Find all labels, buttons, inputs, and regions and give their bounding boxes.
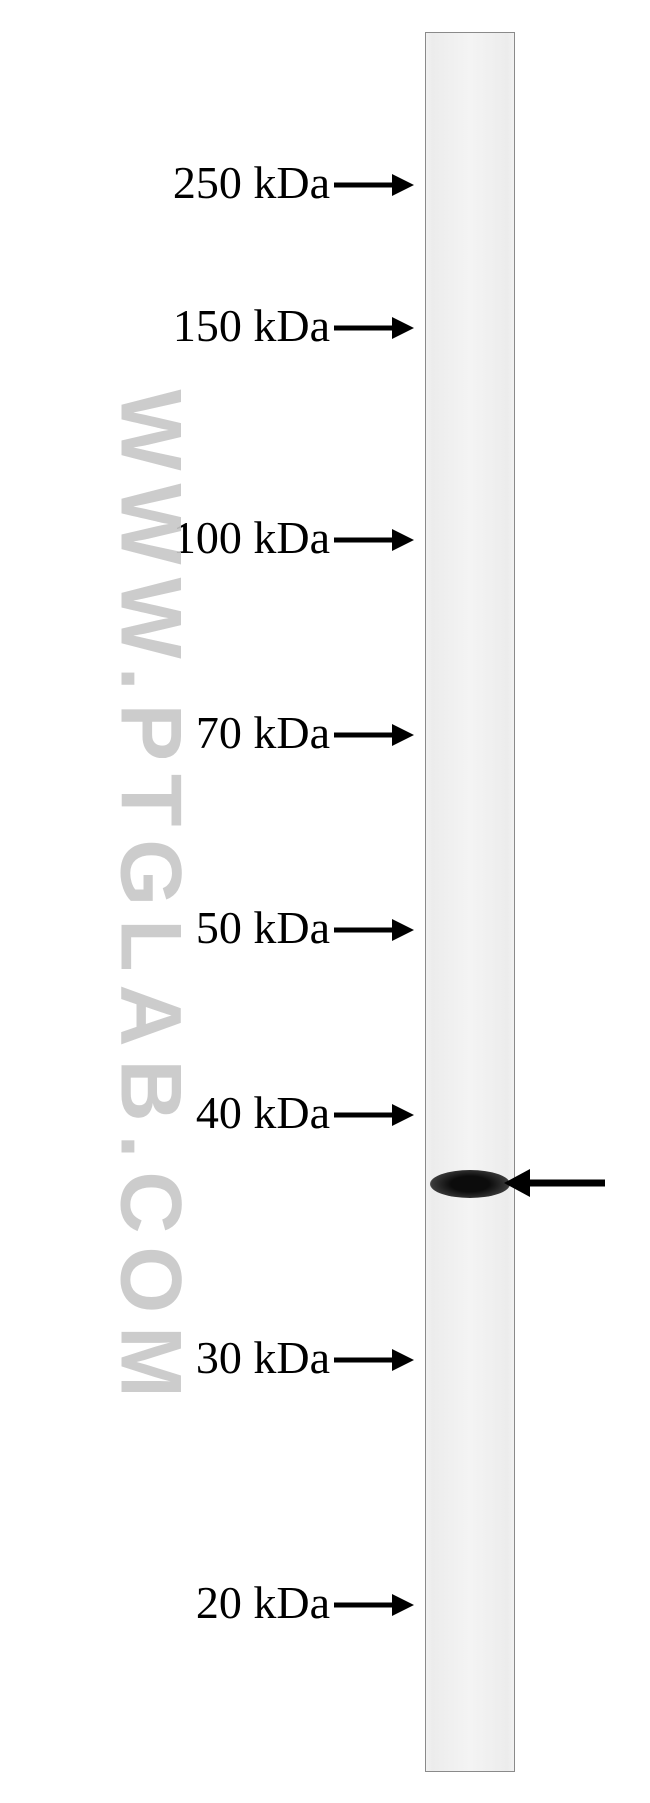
mw-arrow-icon: [332, 915, 418, 945]
mw-arrow-icon: [332, 1345, 418, 1375]
mw-label: 40 kDa: [196, 1086, 330, 1139]
mw-arrow-icon: [332, 525, 418, 555]
mw-label: 100 kDa: [173, 511, 330, 564]
mw-arrow-icon: [332, 720, 418, 750]
protein-band: [430, 1170, 510, 1198]
mw-label: 30 kDa: [196, 1331, 330, 1384]
mw-arrow-icon: [332, 170, 418, 200]
band-indicator-arrow: [502, 1164, 611, 1202]
gel-lane: [425, 32, 515, 1772]
mw-label: 150 kDa: [173, 299, 330, 352]
mw-label: 20 kDa: [196, 1576, 330, 1629]
mw-label: 70 kDa: [196, 706, 330, 759]
mw-arrow-icon: [332, 313, 418, 343]
mw-label: 250 kDa: [173, 156, 330, 209]
lane-background: [426, 33, 514, 1771]
mw-arrow-icon: [332, 1590, 418, 1620]
mw-arrow-icon: [332, 1100, 418, 1130]
mw-label: 50 kDa: [196, 901, 330, 954]
blot-figure: 250 kDa 150 kDa 100 kDa 70 kDa 50 kDa 40 kDa 3…: [0, 0, 650, 1803]
